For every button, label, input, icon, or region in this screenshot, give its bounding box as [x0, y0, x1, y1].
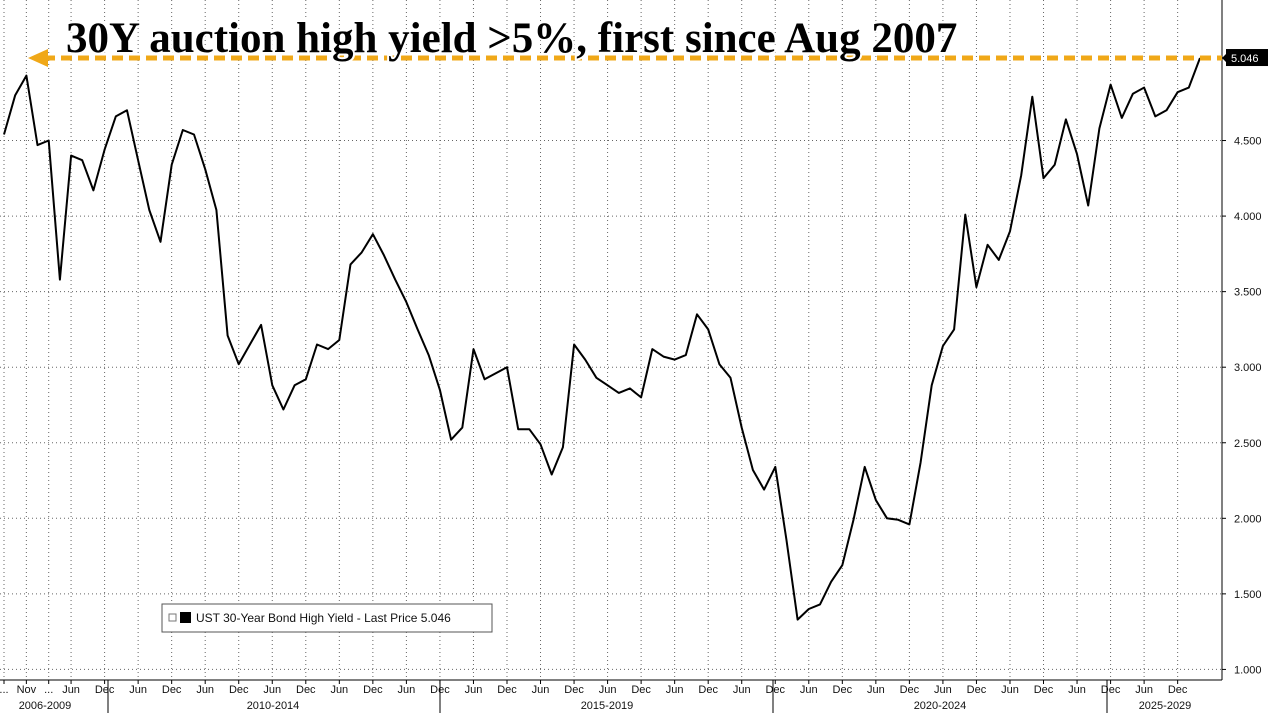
x-group-label: 2010-2014 — [247, 700, 300, 712]
legend-box — [161, 603, 493, 633]
line-series — [3, 57, 1201, 621]
plot — [3, 57, 1201, 621]
x-tick-label: Jun — [867, 684, 885, 696]
x-tick-label: Dec — [1101, 684, 1121, 696]
x-tick-label: Dec — [698, 684, 718, 696]
y-tick-label: 4.500 — [1234, 136, 1262, 148]
x-tick-label: Jun — [666, 684, 684, 696]
x-tick-label: Jun — [263, 684, 281, 696]
x-tick-label: Jun — [1135, 684, 1153, 696]
y-tick-label: 1.500 — [1234, 589, 1262, 601]
x-tick-label: Jun — [129, 684, 147, 696]
x-tick-label: Dec — [363, 684, 383, 696]
x-tick-label: Dec — [967, 684, 987, 696]
x-tick-label: Dec — [162, 684, 182, 696]
x-tick-label: Jun — [465, 684, 483, 696]
x-tick-label: Dec — [1168, 684, 1188, 696]
x-tick-label: Dec — [229, 684, 249, 696]
chart-title: 30Y auction high yield >5%, first since … — [66, 15, 957, 62]
legend-toggle — [168, 613, 177, 622]
x-tick-label: Jun — [398, 684, 416, 696]
grid — [0, 0, 1222, 680]
x-tick-label: Dec — [95, 684, 115, 696]
x-tick-label: Jun — [934, 684, 952, 696]
x-tick-label: Dec — [1034, 684, 1054, 696]
x-tick-label: Dec — [833, 684, 853, 696]
x-tick-label: Dec — [564, 684, 584, 696]
last-value-badge — [1226, 49, 1268, 67]
last-value-label: 5.046 — [1231, 53, 1259, 65]
x-tick-label: Dec — [497, 684, 517, 696]
x-tick-label: Jun — [196, 684, 214, 696]
x-tick-label: Jun — [1001, 684, 1019, 696]
x-group-label: 2006-2009 — [19, 700, 72, 712]
x-tick-label: ... — [44, 684, 53, 696]
y-tick-label: 3.000 — [1234, 362, 1262, 374]
x-tick-label: Jun — [800, 684, 818, 696]
y-tick-label: 1.000 — [1234, 664, 1262, 676]
legend-swatch — [180, 612, 191, 623]
x-group-label: 2025-2029 — [1139, 700, 1192, 712]
y-tick-label: 4.000 — [1234, 211, 1262, 223]
annotation-arrowhead — [28, 49, 48, 68]
x-tick-label: Jun — [1068, 684, 1086, 696]
x-group-label: 2020-2024 — [914, 700, 967, 712]
y-tick-label: 2.500 — [1234, 438, 1262, 450]
x-tick-label: Jun — [62, 684, 80, 696]
x-tick-label: Dec — [765, 684, 785, 696]
x-tick-label: Jun — [532, 684, 550, 696]
x-group-label: 2015-2019 — [581, 700, 634, 712]
x-tick-label: Jun — [733, 684, 751, 696]
x-tick-label: Nov — [17, 684, 37, 696]
x-tick-label: Dec — [900, 684, 920, 696]
x-tick-label: Jun — [599, 684, 617, 696]
x-tick-label: ... — [0, 684, 9, 696]
legend-label: UST 30-Year Bond High Yield - Last Price… — [196, 611, 451, 625]
last-value-pointer — [1222, 53, 1227, 64]
y-tick-label: 3.500 — [1234, 287, 1262, 299]
x-tick-label: Dec — [631, 684, 651, 696]
x-tick-label: Dec — [296, 684, 316, 696]
y-tick-label: 2.000 — [1234, 513, 1262, 525]
x-tick-label: Jun — [330, 684, 348, 696]
